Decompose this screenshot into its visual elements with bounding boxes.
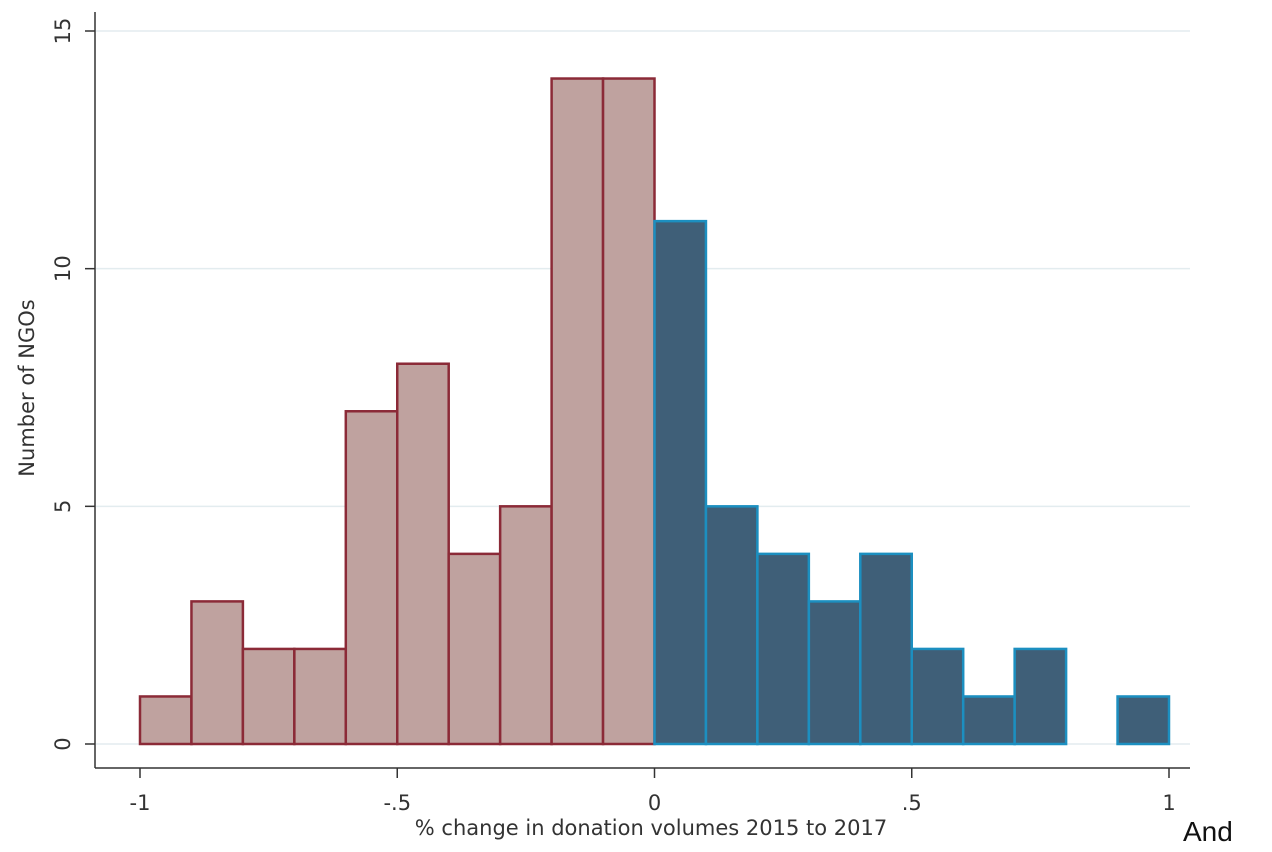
bar-negative-change (138, 695, 193, 746)
y-tick-label: 10 (51, 255, 75, 282)
bar-negative-change (396, 362, 450, 746)
y-axis-title: Number of NGOs (15, 299, 39, 476)
bar-negative-change (601, 77, 656, 746)
y-tick-label: 0 (51, 737, 75, 750)
bar-negative-change (344, 410, 399, 746)
bar-negative-change (550, 77, 605, 746)
bar-positive-change (859, 552, 913, 746)
bar-negative-change (241, 647, 296, 746)
x-axis-title: % change in donation volumes 2015 to 201… (415, 816, 887, 840)
x-tick-label: 0 (648, 791, 661, 815)
trailing-text: And (1183, 816, 1233, 847)
bar-negative-change (498, 505, 553, 746)
bar-positive-change (910, 647, 965, 746)
bar-positive-change (807, 600, 862, 746)
bar-positive-change (1013, 647, 1068, 746)
bar-positive-change (756, 552, 811, 746)
bar-positive-change (1116, 695, 1171, 746)
bar-positive-change (704, 505, 759, 746)
x-tick-label: 1 (1162, 791, 1175, 815)
bar-negative-change (190, 600, 245, 746)
y-tick-label: 5 (51, 500, 75, 513)
axes (94, 12, 1190, 769)
bar-negative-change (447, 552, 502, 746)
bar-negative-change (293, 647, 348, 746)
bar-positive-change (961, 695, 1016, 746)
y-tick-label: 15 (51, 18, 75, 45)
x-tick-label: .5 (902, 791, 922, 815)
x-tick-label: -.5 (383, 791, 411, 815)
bar-positive-change (653, 219, 708, 746)
histogram-bars (138, 77, 1171, 746)
x-tick-label: -1 (130, 791, 151, 815)
